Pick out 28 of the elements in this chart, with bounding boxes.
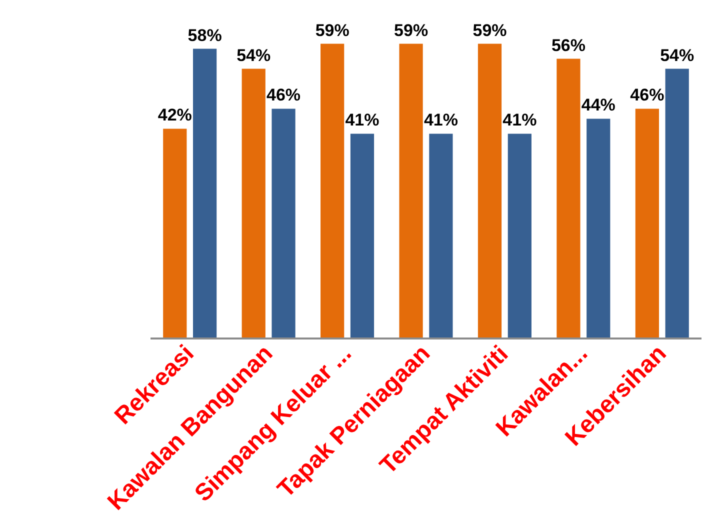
data-label: 44% (581, 96, 616, 115)
bar (508, 134, 532, 338)
bar (429, 134, 453, 338)
data-label: 59% (394, 20, 428, 40)
bar (272, 108, 296, 338)
data-label: 58% (188, 26, 222, 45)
data-label: 46% (266, 86, 301, 105)
bar (478, 44, 502, 338)
data-label: 42% (158, 106, 192, 125)
bar (635, 108, 659, 338)
data-label: 56% (551, 36, 586, 55)
data-label: 41% (345, 110, 380, 130)
data-label: 54% (660, 46, 694, 65)
bar (242, 68, 266, 338)
bar (163, 128, 187, 338)
bar (665, 68, 689, 338)
data-label: 59% (472, 20, 507, 40)
data-label: 41% (502, 110, 537, 130)
bar (193, 48, 217, 338)
data-label: 46% (630, 86, 664, 105)
data-label: 54% (236, 46, 271, 65)
bar (586, 118, 610, 338)
bar (350, 134, 374, 338)
bar (399, 44, 423, 338)
data-label: 59% (315, 20, 350, 40)
data-label: 41% (424, 110, 458, 130)
bar (320, 44, 344, 338)
bar (556, 58, 580, 338)
